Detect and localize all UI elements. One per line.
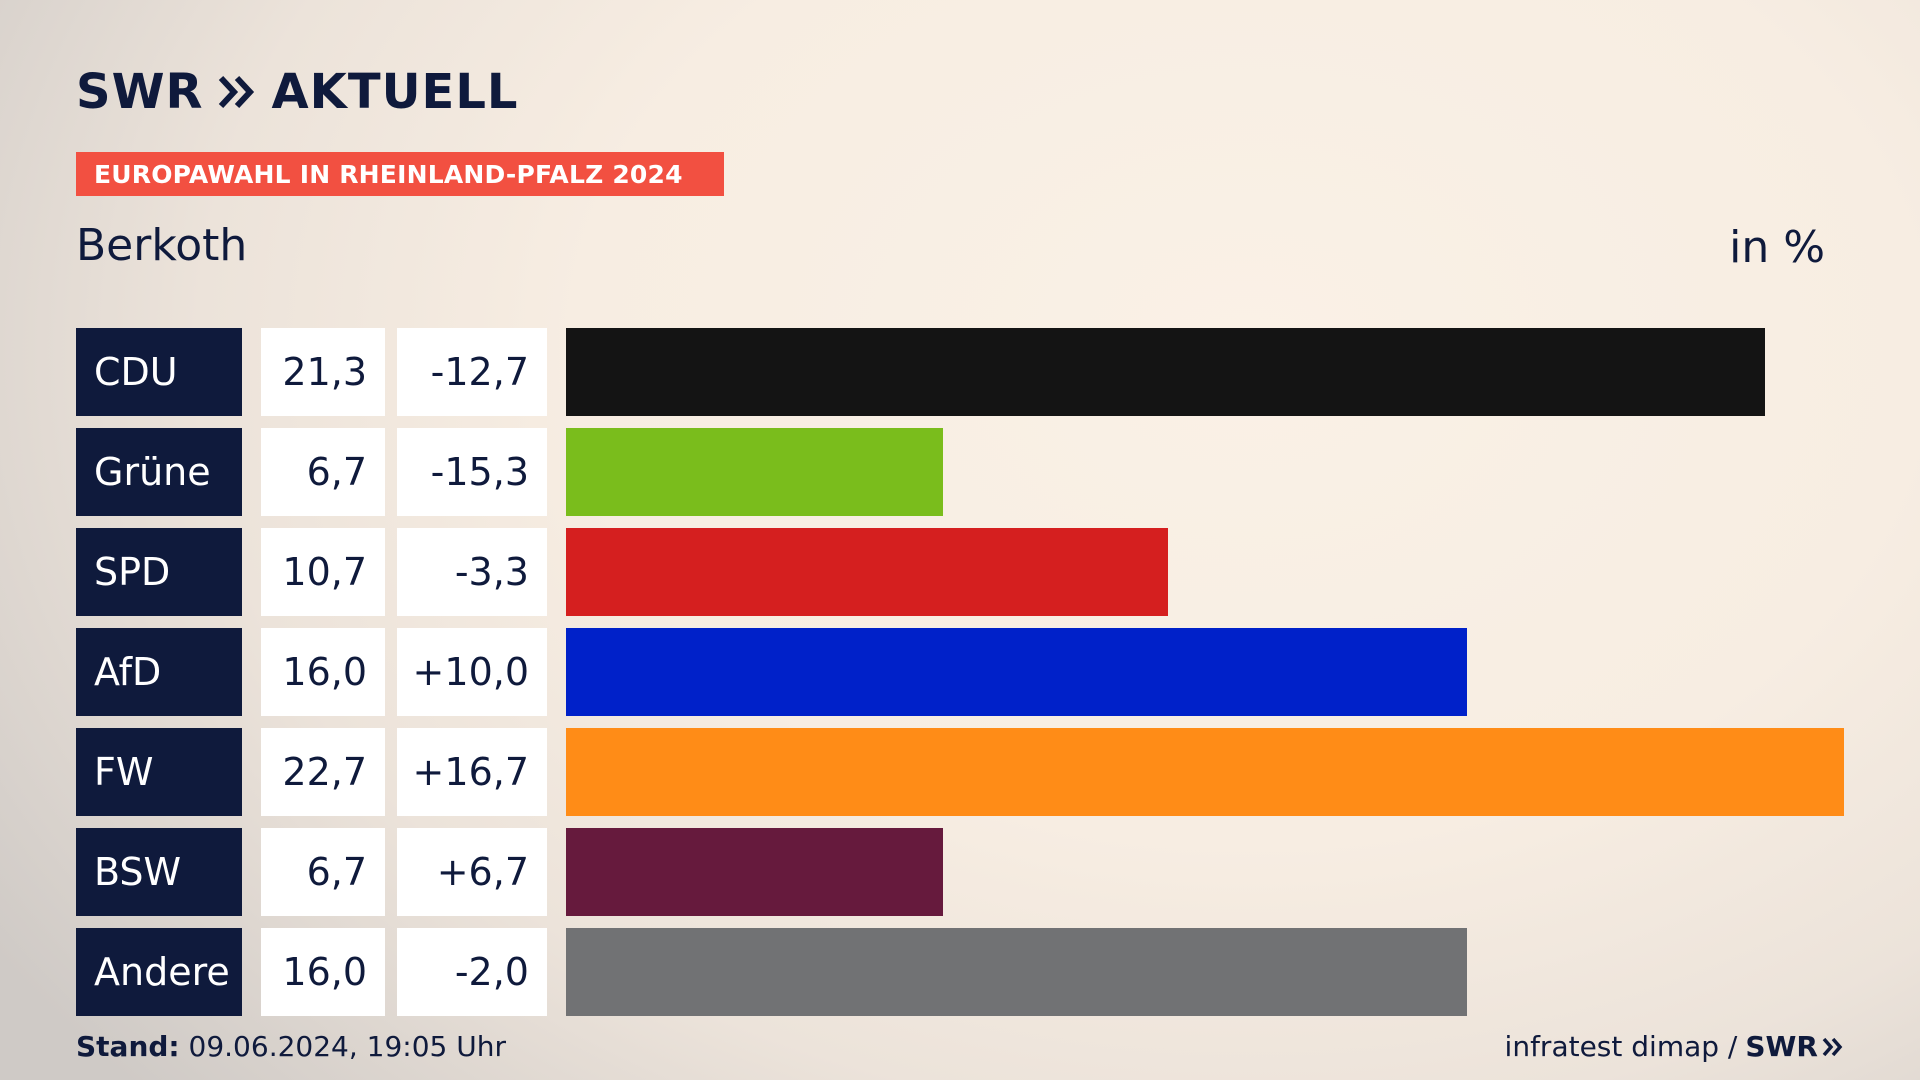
- election-banner: EUROPAWAHL IN RHEINLAND-PFALZ 2024: [76, 152, 724, 196]
- vote-share-label: 6,7: [261, 828, 385, 916]
- vote-share-label: 16,0: [261, 928, 385, 1016]
- vote-share-label: 21,3: [261, 328, 385, 416]
- logo-text-swr: SWR: [76, 64, 204, 120]
- change-label: -3,3: [397, 528, 547, 616]
- timestamp: Stand: 09.06.2024, 19:05 Uhr: [76, 1030, 506, 1063]
- result-bar: [566, 528, 1168, 616]
- unit-label: in %: [1729, 222, 1825, 273]
- party-label: AfD: [76, 628, 242, 716]
- chart-row: AfD 16,0 +10,0: [0, 628, 1920, 716]
- result-bar: [566, 928, 1467, 1016]
- chart-row: CDU 21,3 -12,7: [0, 328, 1920, 416]
- result-bar: [566, 728, 1844, 816]
- vote-share-label: 22,7: [261, 728, 385, 816]
- result-bar: [566, 428, 943, 516]
- vote-share-label: 10,7: [261, 528, 385, 616]
- chart-row: Andere 16,0 -2,0: [0, 928, 1920, 1016]
- source-credit: infratest dimap / SWR: [1505, 1030, 1844, 1063]
- vote-share-label: 16,0: [261, 628, 385, 716]
- result-bar: [566, 328, 1765, 416]
- source-text: infratest dimap /: [1504, 1030, 1738, 1063]
- party-label: Andere: [76, 928, 242, 1016]
- party-label: SPD: [76, 528, 242, 616]
- result-bar: [566, 828, 943, 916]
- party-label: FW: [76, 728, 242, 816]
- chart-row: FW 22,7 +16,7: [0, 728, 1920, 816]
- swr-brand-text: SWR: [1745, 1030, 1818, 1063]
- stand-label: Stand:: [76, 1030, 180, 1063]
- change-label: -15,3: [397, 428, 547, 516]
- change-label: +6,7: [397, 828, 547, 916]
- double-chevron-small-icon: [1822, 1037, 1843, 1056]
- swr-brand: SWR: [1745, 1030, 1844, 1063]
- party-label: CDU: [76, 328, 242, 416]
- change-label: -2,0: [397, 928, 547, 1016]
- change-label: -12,7: [397, 328, 547, 416]
- logo-text-aktuell: AKTUELL: [271, 64, 519, 120]
- chart-row: BSW 6,7 +6,7: [0, 828, 1920, 916]
- double-chevron-icon: [217, 75, 257, 109]
- party-label: Grüne: [76, 428, 242, 516]
- stand-value: 09.06.2024, 19:05 Uhr: [188, 1030, 506, 1063]
- change-label: +10,0: [397, 628, 547, 716]
- party-label: BSW: [76, 828, 242, 916]
- swr-aktuell-logo: SWR AKTUELL: [76, 64, 519, 120]
- vote-share-label: 6,7: [261, 428, 385, 516]
- place-title: Berkoth: [76, 220, 248, 271]
- chart-row: SPD 10,7 -3,3: [0, 528, 1920, 616]
- chart-row: Grüne 6,7 -15,3: [0, 428, 1920, 516]
- result-bar: [566, 628, 1467, 716]
- change-label: +16,7: [397, 728, 547, 816]
